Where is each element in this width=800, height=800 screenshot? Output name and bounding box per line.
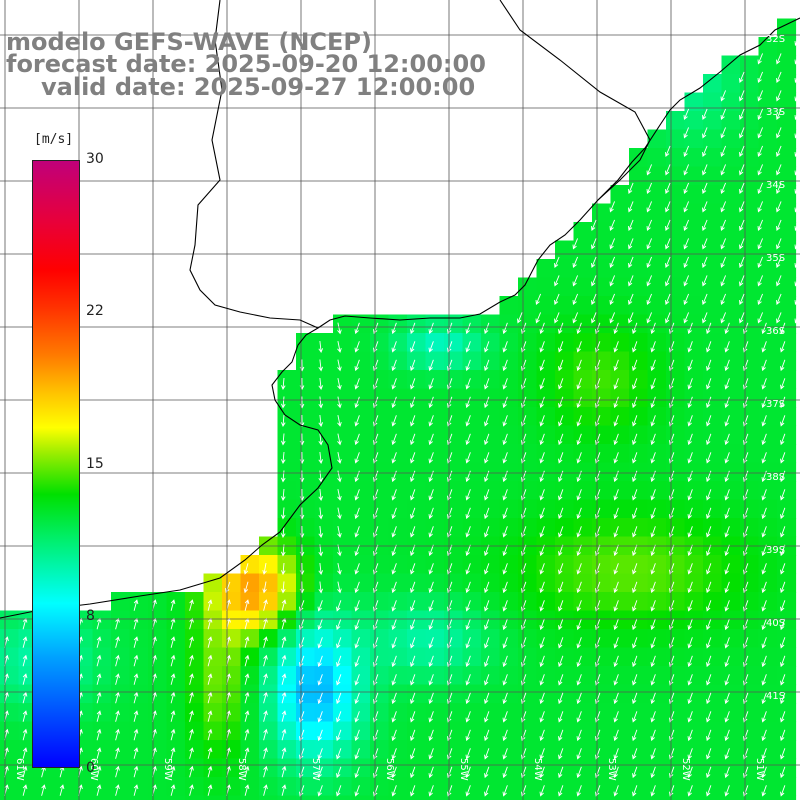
lon-label-59W: 59W (162, 758, 173, 781)
lon-label-56W: 56W (384, 758, 395, 781)
lon-label-52W: 52W (680, 758, 691, 781)
lon-label-57W: 57W (310, 758, 321, 781)
forecast-date: forecast date: 2025-09-20 12:00:00 (6, 50, 486, 78)
colorbar-tick-30: 30 (86, 151, 104, 167)
colorbar-tick-22: 22 (86, 303, 104, 319)
lon-label-53W: 53W (606, 758, 617, 781)
lat-label-35S: 35S (766, 253, 785, 264)
lat-label-33S: 33S (766, 107, 785, 118)
colorbar-unit: [m/s] (34, 132, 74, 147)
axis-labels: 32S 33S 34S 35S 36S 37S 38S 39S 40S 41S 61W 60W 59W 5… (14, 34, 785, 781)
colorbar-tick-15: 15 (86, 456, 104, 472)
lat-label-39S: 39S (766, 545, 785, 556)
colorbar (32, 160, 80, 768)
lat-label-38S: 38S (766, 472, 785, 483)
lon-label-51W: 51W (754, 758, 765, 781)
colorbar-tick-0: 0 (86, 760, 95, 776)
lat-label-37S: 37S (766, 399, 785, 410)
valid-date: valid date: 2025-09-27 12:00:00 (41, 73, 476, 101)
lon-label-58W: 58W (236, 758, 247, 781)
wind-speed-cells (0, 18, 797, 800)
lat-label-32S: 32S (766, 34, 785, 45)
coastline (0, 0, 800, 619)
lat-label-34S: 34S (766, 180, 785, 191)
lon-label-54W: 54W (532, 758, 543, 781)
lat-label-40S: 40S (766, 618, 785, 629)
lon-label-61W: 61W (14, 758, 25, 781)
model-title: modelo GEFS-WAVE (NCEP) (6, 28, 372, 56)
lat-label-36S: 36S (766, 326, 785, 337)
lon-label-55W: 55W (458, 758, 469, 781)
lat-label-41S: 41S (766, 691, 785, 702)
lon-label-60W: 60W (88, 758, 99, 781)
colorbar-tick-8: 8 (86, 608, 95, 624)
